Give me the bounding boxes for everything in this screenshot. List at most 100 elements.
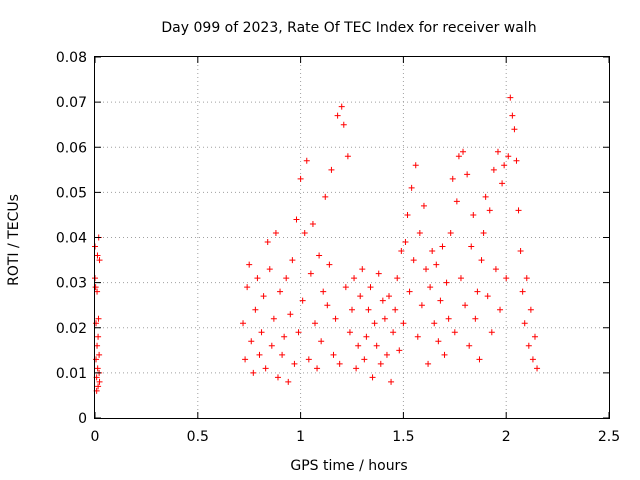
data-point [96,257,103,264]
data-point [289,257,296,264]
data-point [305,356,312,363]
data-point [303,157,310,164]
data-point [420,202,427,209]
data-point [521,320,528,327]
y-tick-label: 0 [78,411,87,427]
data-point [511,126,518,133]
data-point [418,302,425,309]
data-point [281,333,288,340]
x-tick-label: 2.5 [598,429,620,445]
data-point [95,383,102,390]
data-point [513,157,520,164]
x-tick-label: 1.5 [392,429,414,445]
data-point [400,320,407,327]
data-point [525,342,532,349]
data-point [482,193,489,200]
data-point [523,275,530,282]
data-point [439,243,446,250]
data-point [353,365,360,372]
data-point [351,275,358,282]
data-point [388,378,395,385]
data-point [429,248,436,255]
x-tick-label: 1 [296,429,305,445]
data-point [258,329,265,336]
data-point [246,261,253,268]
data-point [291,360,298,367]
data-point [453,198,460,205]
data-point [468,243,475,250]
y-axis-ticks: 0 0.01 0.02 0.03 0.04 0.05 0.06 0.07 0.08 [56,50,609,427]
x-tick-label: 0 [91,429,100,445]
data-point [297,175,304,182]
data-point [462,302,469,309]
data-point [355,342,362,349]
data-point [94,252,101,259]
y-tick-label: 0.05 [56,185,87,201]
data-point [449,175,456,182]
data-point [490,166,497,173]
data-point [95,315,102,322]
y-tick-label: 0.04 [56,231,87,247]
data-point [460,148,467,155]
data-point [94,342,101,349]
data-point [363,333,370,340]
data-point [390,329,397,336]
data-point [299,297,306,304]
data-point [445,315,452,322]
data-point [474,288,481,295]
data-point [534,365,541,372]
data-point [472,315,479,322]
data-point [342,284,349,291]
data-point [314,365,321,372]
data-point [252,306,259,313]
data-point [486,207,493,214]
y-tick-label: 0.03 [56,276,87,292]
data-point [398,248,405,255]
data-point [423,266,430,273]
data-point [443,279,450,286]
x-axis-ticks: 0 0.5 1 1.5 2 2.5 [91,57,620,445]
data-point [334,112,341,119]
data-point [332,315,339,322]
data-point [326,261,333,268]
data-point [320,288,327,295]
plot-frame [94,56,610,419]
data-point [250,369,257,376]
data-point [408,184,415,191]
data-point [404,211,411,218]
data-point [503,275,510,282]
data-point [340,121,347,128]
data-point [279,351,286,358]
data-point [244,284,251,291]
data-point [283,275,290,282]
data-point [96,378,103,385]
data-point [369,374,376,381]
data-point [248,338,255,345]
data-point [425,360,432,367]
data-point [287,311,294,318]
data-point [517,248,524,255]
data-point [264,239,271,246]
data-point [357,293,364,300]
data-point [497,306,504,313]
data-point [427,284,434,291]
data-point [324,302,331,309]
data-point [262,365,269,372]
data-point [371,320,378,327]
data-point [488,329,495,336]
data-point [240,320,247,327]
data-point [381,315,388,322]
data-point [414,333,421,340]
data-point [527,306,534,313]
data-point [336,360,343,367]
data-point [367,284,374,291]
data-point [256,351,263,358]
y-tick-label: 0.01 [56,366,87,382]
data-point [470,211,477,218]
data-point [316,252,323,259]
data-point [435,338,442,345]
data-point [361,356,368,363]
data-point [268,342,275,349]
data-point [480,229,487,236]
data-point [96,351,103,358]
